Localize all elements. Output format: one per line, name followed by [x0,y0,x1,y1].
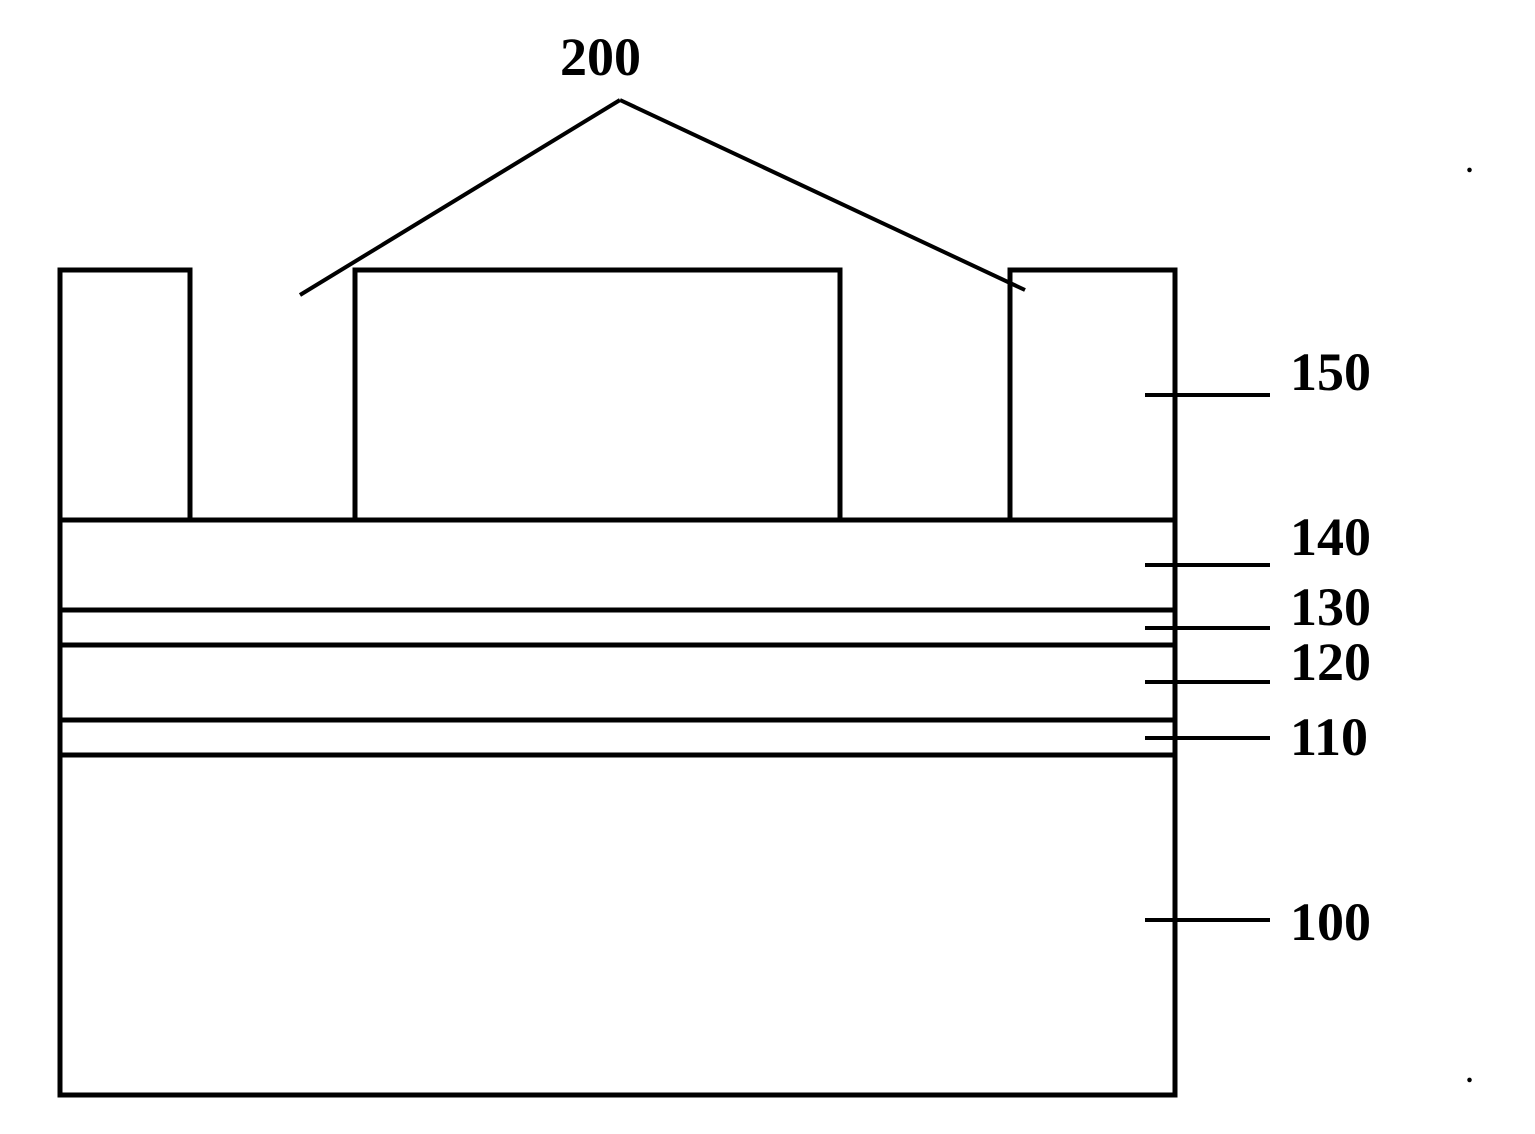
layer-140 [60,520,1175,610]
label-110: 110 [1290,707,1368,767]
label-100: 100 [1290,892,1371,952]
geometry-group [60,100,1270,1095]
label-150: 150 [1290,342,1371,402]
label-200: 200 [560,27,641,87]
leader-200-left [300,100,620,295]
layer-130 [60,610,1175,645]
label-140: 140 [1290,507,1371,567]
label-130: 130 [1290,577,1371,637]
labels-group: 100 110 120130 140 150 200.. [560,27,1473,1089]
layer-120 [60,645,1175,720]
layer-stack-diagram: 100 110 120130 140 150 200.. [0,0,1535,1134]
period-mark-1: . [1466,1058,1473,1089]
layer-150-segment-1 [355,270,840,520]
layer-100 [60,755,1175,1095]
leader-200-right [620,100,1025,290]
period-mark-0: . [1466,148,1473,179]
label-120: 120 [1290,632,1371,692]
layer-150-segment-0 [60,270,190,520]
layer-110 [60,720,1175,755]
